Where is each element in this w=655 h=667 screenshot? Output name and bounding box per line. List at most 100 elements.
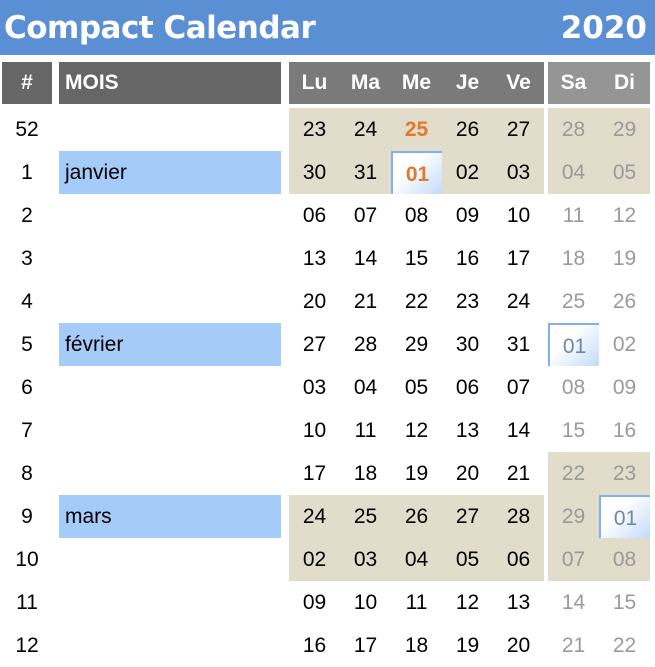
day-cell[interactable]: 11	[562, 204, 585, 227]
day-cell[interactable]: 08	[404, 204, 429, 227]
day-cell[interactable]: 26	[391, 495, 442, 538]
day-cell[interactable]: 14	[561, 591, 586, 614]
week-number-header: #	[2, 62, 52, 104]
day-cell[interactable]: 20	[506, 634, 531, 657]
day-cell[interactable]: 15	[404, 247, 429, 270]
day-cell[interactable]: 28	[353, 333, 378, 356]
day-cell[interactable]: 10	[353, 591, 378, 614]
day-cell[interactable]: 11	[405, 591, 428, 614]
day-cell[interactable]: 22	[404, 290, 429, 313]
day-cell[interactable]: 06	[493, 538, 544, 581]
day-cell[interactable]: 06	[302, 204, 327, 227]
day-cell[interactable]: 20	[302, 290, 327, 313]
day-cell[interactable]: 13	[506, 591, 531, 614]
day-cell[interactable]: 15	[612, 591, 637, 614]
day-cell[interactable]: 21	[353, 290, 378, 313]
day-cell[interactable]: 04	[548, 151, 599, 194]
day-cell[interactable]: 13	[455, 419, 480, 442]
app-title: Compact Calendar	[4, 10, 316, 46]
day-cell[interactable]: 26	[612, 290, 637, 313]
day-cell[interactable]: 01	[391, 151, 442, 194]
day-cell[interactable]: 21	[506, 462, 531, 485]
day-cell[interactable]: 03	[493, 151, 544, 194]
day-cell[interactable]: 02	[289, 538, 340, 581]
day-cell[interactable]: 22	[612, 634, 637, 657]
day-cell[interactable]: 17	[302, 462, 327, 485]
day-cell[interactable]: 27	[493, 108, 544, 151]
day-cell[interactable]: 12	[612, 204, 637, 227]
day-cell[interactable]: 08	[599, 538, 650, 581]
day-cell[interactable]: 28	[493, 495, 544, 538]
day-cell[interactable]: 06	[455, 376, 480, 399]
day-cell[interactable]: 09	[612, 376, 637, 399]
day-cell[interactable]: 24	[506, 290, 531, 313]
day-cell[interactable]: 29	[548, 495, 599, 538]
day-cell[interactable]: 01	[548, 323, 599, 366]
day-cell[interactable]: 21	[561, 634, 586, 657]
day-cell[interactable]: 24	[340, 108, 391, 151]
day-cell[interactable]: 15	[561, 419, 586, 442]
day-cell[interactable]: 09	[302, 591, 327, 614]
day-cell[interactable]: 14	[353, 247, 378, 270]
day-cell[interactable]: 07	[548, 538, 599, 581]
day-cell[interactable]: 10	[506, 204, 531, 227]
week-row: 9 mars 24 25 26 27 28 29 01	[0, 495, 655, 538]
day-cell[interactable]: 03	[340, 538, 391, 581]
day-cell[interactable]: 16	[612, 419, 637, 442]
day-cell[interactable]: 13	[302, 247, 327, 270]
day-cell[interactable]: 05	[404, 376, 429, 399]
day-cell[interactable]: 18	[561, 247, 586, 270]
day-cell[interactable]: 07	[353, 204, 378, 227]
day-cell[interactable]: 23	[599, 452, 650, 495]
day-cell[interactable]: 18	[353, 462, 378, 485]
day-cell[interactable]: 23	[289, 108, 340, 151]
day-cell[interactable]: 05	[599, 151, 650, 194]
day-cell[interactable]: 05	[442, 538, 493, 581]
week-row: 8 17 18 19 20 21 22 23	[0, 452, 655, 495]
day-cell[interactable]: 27	[442, 495, 493, 538]
day-header-me: Me	[391, 62, 442, 104]
day-cell[interactable]: 30	[455, 333, 480, 356]
day-cell[interactable]: 25	[561, 290, 586, 313]
day-cell[interactable]: 29	[404, 333, 429, 356]
day-cell[interactable]: 24	[289, 495, 340, 538]
day-cell[interactable]: 04	[391, 538, 442, 581]
day-cell[interactable]: 28	[548, 108, 599, 151]
day-header-sa: Sa	[548, 62, 599, 104]
day-cell[interactable]: 30	[289, 151, 340, 194]
day-cell[interactable]: 31	[340, 151, 391, 194]
day-cell[interactable]: 18	[404, 634, 429, 657]
day-cell[interactable]: 25	[340, 495, 391, 538]
day-cell[interactable]: 03	[302, 376, 327, 399]
week-row: 52 23 24 25 26 27 28 29	[0, 108, 655, 151]
week-row: 12 16 17 18 19 20 21 22	[0, 624, 655, 667]
day-cell[interactable]: 02	[442, 151, 493, 194]
day-cell[interactable]: 08	[561, 376, 586, 399]
day-cell[interactable]: 25	[391, 108, 442, 151]
day-cell[interactable]: 23	[455, 290, 480, 313]
day-cell[interactable]: 16	[455, 247, 480, 270]
day-cell[interactable]: 09	[455, 204, 480, 227]
day-cell[interactable]: 07	[506, 376, 531, 399]
day-cell[interactable]: 16	[302, 634, 327, 657]
day-header-lu: Lu	[289, 62, 340, 104]
day-cell[interactable]: 19	[404, 462, 429, 485]
day-cell[interactable]: 26	[442, 108, 493, 151]
day-cell[interactable]: 12	[455, 591, 480, 614]
day-cell[interactable]: 04	[353, 376, 378, 399]
day-cell[interactable]: 19	[455, 634, 480, 657]
day-cell[interactable]: 19	[612, 247, 637, 270]
day-cell[interactable]: 12	[404, 419, 429, 442]
day-cell[interactable]: 31	[506, 333, 531, 356]
day-cell[interactable]: 22	[548, 452, 599, 495]
day-cell[interactable]: 01	[599, 495, 650, 538]
day-cell[interactable]: 20	[455, 462, 480, 485]
day-cell[interactable]: 17	[506, 247, 531, 270]
day-cell[interactable]: 29	[599, 108, 650, 151]
day-cell[interactable]: 14	[506, 419, 531, 442]
day-cell[interactable]: 10	[302, 419, 327, 442]
day-cell[interactable]: 17	[353, 634, 378, 657]
day-cell[interactable]: 02	[612, 333, 637, 356]
day-cell[interactable]: 27	[302, 333, 327, 356]
day-cell[interactable]: 11	[354, 419, 377, 442]
